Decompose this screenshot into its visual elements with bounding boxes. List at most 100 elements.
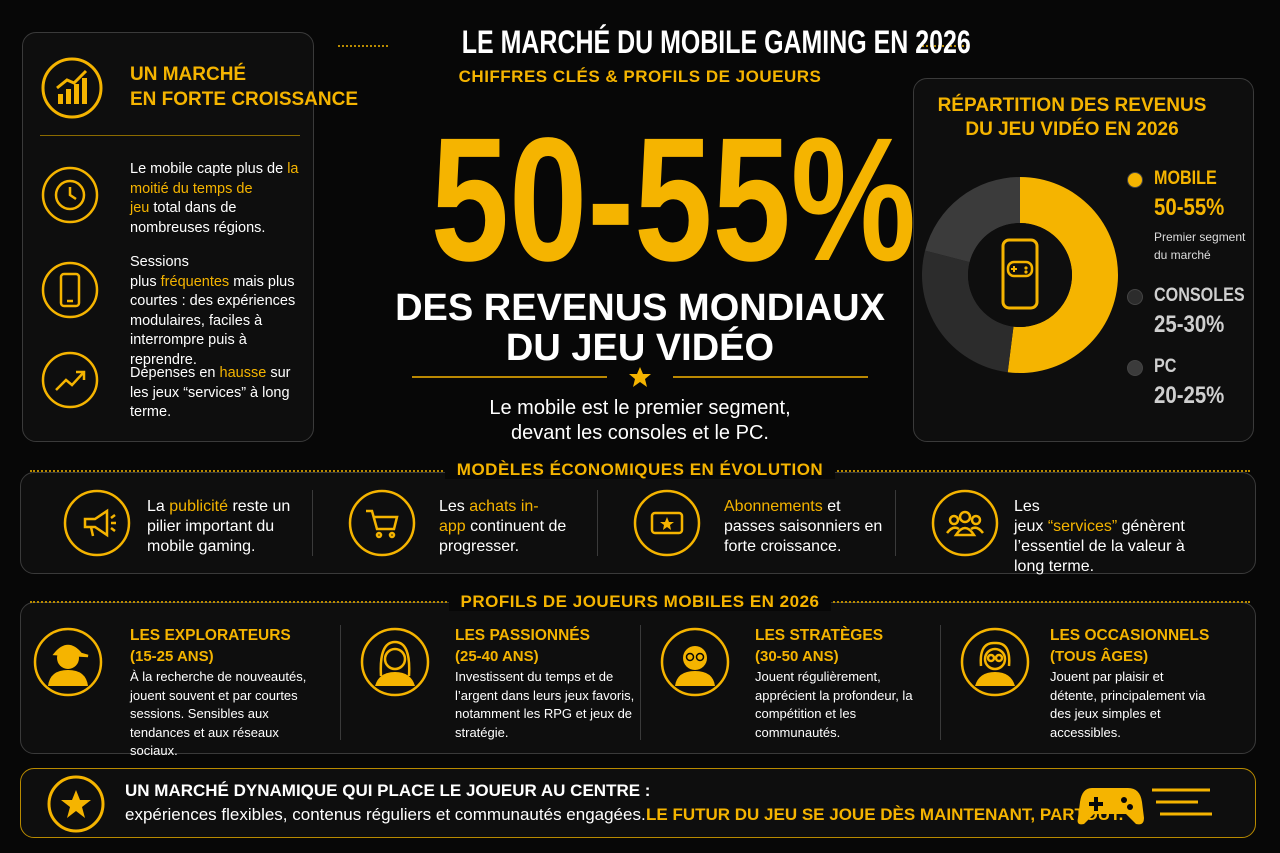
highlight: achats in-app [439, 498, 539, 535]
title: LE MARCHÉ DU MOBILE GAMING EN 2026 [461, 24, 971, 60]
icon-ring [41, 166, 99, 224]
legend-name: PC [1154, 356, 1177, 377]
legend-dot [1127, 172, 1143, 188]
icon-ring [660, 627, 730, 697]
business-icon [931, 489, 999, 557]
highlight: publicité [169, 498, 228, 515]
hero-figure-wrap: 50-55% [370, 100, 916, 300]
business-title-wrap: MODÈLES ÉCONOMIQUES EN ÉVOLUTION [0, 460, 1280, 480]
line: du marché [1154, 248, 1211, 262]
rich-text: Sessions plus fréquentes mais plus courtes… [130, 253, 302, 370]
split-title: RÉPARTITION DES REVENUS DU JEU VIDÉO EN 2… [922, 94, 1222, 142]
profile-name: LES OCCASIONNELS [1050, 627, 1210, 644]
footer-tagline: LE FUTUR DU JEU SE JOUE DÈS MAINTENANT, … [646, 805, 1124, 824]
text: Les [439, 498, 465, 515]
title-wrap: LE MARCHÉ DU MOBILE GAMING EN 2026 [390, 24, 971, 61]
profile-name: LES STRATÈGES [755, 627, 884, 644]
icon-ring [41, 261, 99, 319]
divider [895, 490, 896, 556]
divider [597, 490, 598, 556]
icon-ring [633, 489, 701, 557]
icon-glyph [375, 640, 415, 686]
growth-title: UN MARCHÉ EN FORTE CROISSANCE [130, 62, 358, 112]
rich-text: Abonnements et passes saisonniers en fort… [724, 497, 884, 557]
donut-segment [921, 250, 1014, 373]
business-panel [20, 472, 1256, 574]
icon-ring [931, 489, 999, 557]
highlight: “services” [1047, 518, 1118, 535]
rich-text: Les achats in-app continuent de progresser… [439, 497, 599, 557]
profile-avatar [360, 627, 430, 697]
icon-glyph [975, 641, 1015, 686]
business-icon [633, 489, 701, 557]
profiles-title-wrap: PROFILS DE JOUEURS MOBILES EN 2026 [0, 592, 1280, 612]
icon-glyph [48, 644, 89, 686]
highlight: la moitié du temps de jeu [130, 161, 299, 216]
icon-ring [63, 489, 131, 557]
profile-description: Investissent du temps et de l’argent dan… [455, 669, 635, 740]
footer-panel [20, 768, 1256, 838]
icon-ring [360, 627, 430, 697]
legend-dot [1127, 289, 1143, 305]
text: La [147, 498, 165, 515]
divider [40, 135, 300, 136]
legend-value: 50-55% [1154, 194, 1225, 221]
profile-description: Jouent par plaisir et détente, principal… [1050, 669, 1206, 740]
divider [340, 625, 341, 740]
line: Premier segment [1154, 230, 1246, 244]
growth-icon [41, 166, 99, 224]
divider [640, 625, 641, 740]
icon-glyph [366, 509, 399, 539]
star-icon [47, 775, 105, 833]
line: UN MARCHÉ [130, 64, 247, 85]
highlight: Abonnements [724, 498, 823, 515]
legend-dot [1127, 360, 1143, 376]
business-title: MODÈLES ÉCONOMIQUES EN ÉVOLUTION [444, 460, 836, 479]
phone-icon [1001, 238, 1039, 310]
legend-value: 25-30% [1154, 311, 1225, 338]
legend-note: Premier segment du marché [1154, 228, 1245, 264]
hero-headline: DES REVENUS MONDIAUX DU JEU VIDÉO [340, 288, 940, 368]
icon-ring [960, 627, 1030, 697]
icon-ring [41, 351, 99, 409]
profile-description: Jouent régulièrement, apprécient la prof… [755, 669, 913, 740]
line: DU JEU VIDÉO EN 2026 [965, 119, 1179, 140]
profile-avatar [33, 627, 103, 697]
business-icon [63, 489, 131, 557]
line: devant les consoles et le PC. [511, 422, 769, 444]
text: Sessions plus [130, 254, 189, 290]
icon-glyph [55, 370, 86, 391]
text: total dans de nombreuses régions. [130, 200, 266, 236]
divider [940, 625, 941, 740]
rich-text: Les jeux “services” génèrent l’essentiel d… [1014, 497, 1214, 577]
text: génèrent l’essentiel de la valeur à long… [1014, 518, 1185, 575]
footer-text: expériences flexibles, contenus régulier… [125, 805, 646, 824]
hero-note: Le mobile est le premier segment, devant … [340, 396, 940, 446]
donut-segment [1007, 176, 1119, 373]
icon-glyph [946, 510, 984, 537]
rich-text: Dépenses en hausse sur les jeux “services”… [130, 364, 302, 423]
text: reste un pilier important du mobile gami… [147, 498, 291, 555]
text: Les jeux [1014, 498, 1044, 535]
rich-text: La publicité reste un pilier important du … [147, 497, 307, 557]
icon-ring [348, 489, 416, 557]
highlight: hausse [219, 365, 267, 381]
legend-value: 20-25% [1154, 382, 1225, 409]
profile-avatar [960, 627, 1030, 697]
divider [312, 490, 313, 556]
text: continuent de progresser. [439, 518, 567, 555]
gamepad-icon [1077, 788, 1212, 825]
profile-name: LES EXPLORATEURS [130, 627, 291, 644]
text: Le mobile capte plus de [130, 161, 284, 177]
profile-name: LES PASSIONNÉS [455, 627, 590, 644]
dots [918, 45, 968, 47]
donut-segment [925, 177, 1020, 263]
line: DES REVENUS MONDIAUX [395, 287, 885, 329]
growth-icon [41, 57, 103, 119]
text: Dépenses en [130, 365, 216, 381]
icon-glyph [675, 646, 715, 686]
legend-name: MOBILE [1154, 168, 1217, 189]
business-icon [348, 489, 416, 557]
